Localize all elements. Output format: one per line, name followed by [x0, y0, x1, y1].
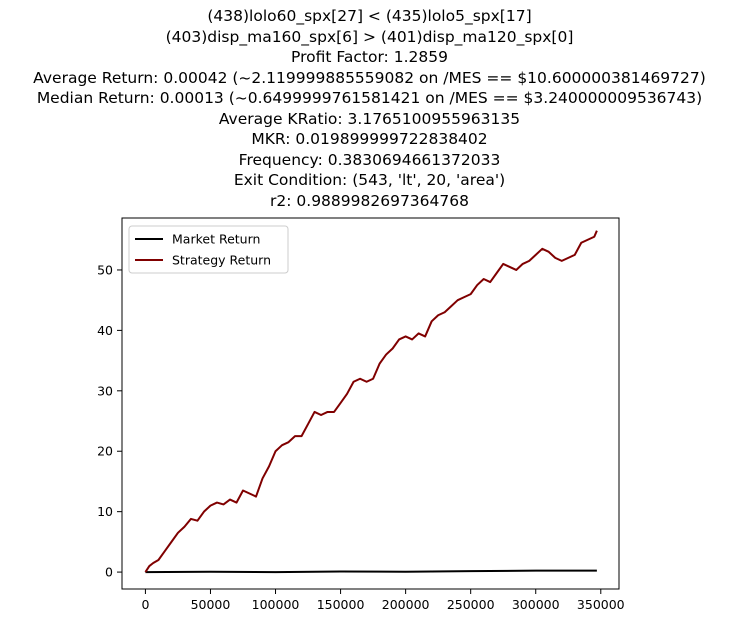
x-tick-label: 150000	[317, 597, 365, 612]
title-line-median-return: Median Return: 0.00013 (~0.6499999761581…	[36, 89, 703, 107]
series-line-market-return	[145, 569, 597, 574]
legend-label-strategy-return: Strategy Return	[172, 253, 271, 268]
y-tick-label: 50	[97, 262, 113, 277]
title-line-frequency: Frequency: 0.3830694661372033	[238, 150, 501, 169]
x-tick-label: 350000	[577, 597, 625, 612]
y-tick-label: 20	[97, 444, 113, 459]
legend-box	[128, 225, 289, 274]
x-tick-label: 300000	[512, 597, 560, 612]
x-tick-label: 250000	[447, 597, 495, 612]
title-line-average-return: Average Return: 0.00042 (~2.119999885559…	[33, 68, 706, 87]
series-layer	[144, 230, 598, 574]
legend: Market Return Strategy Return	[128, 225, 289, 274]
y-tick-label: 30	[97, 383, 113, 398]
title-line-condition-2: (403)disp_ma160_spx[6] > (401)disp_ma120…	[165, 27, 574, 46]
x-axis: 0 50000 100000 150000 200000 250000 300000 3500…	[141, 589, 625, 612]
x-tick-label: 100000	[252, 597, 300, 612]
legend-label-market-return: Market Return	[172, 232, 260, 247]
x-tick-label: 200000	[382, 597, 430, 612]
x-tick-label: 0	[141, 597, 149, 612]
x-tick-label: 50000	[191, 597, 231, 612]
series-line-strategy-return	[144, 230, 598, 573]
title-line-average-kratio: Average KRatio: 3.1765100955963135	[218, 109, 521, 128]
plot-frame	[121, 217, 620, 590]
chart-title: (438)lolo60_spx[27] < (435)lolo5_spx[17]…	[0, 6, 739, 211]
y-tick-label: 10	[97, 504, 113, 519]
y-axis: 0 10 20 30 40 50	[97, 262, 122, 580]
title-line-profit-factor: Profit Factor: 1.2859	[291, 48, 448, 66]
y-tick-label: 40	[97, 323, 113, 338]
y-tick-label: 0	[105, 565, 113, 580]
title-line-mkr: MKR: 0.019899999722838402	[251, 130, 488, 148]
title-line-exit-condition: Exit Condition: (543, 'lt', 20, 'area')	[233, 171, 506, 189]
title-line-condition-1: (438)lolo60_spx[27] < (435)lolo5_spx[17]	[207, 7, 532, 25]
title-line-r2: r2: 0.9889982697364768	[270, 191, 469, 210]
